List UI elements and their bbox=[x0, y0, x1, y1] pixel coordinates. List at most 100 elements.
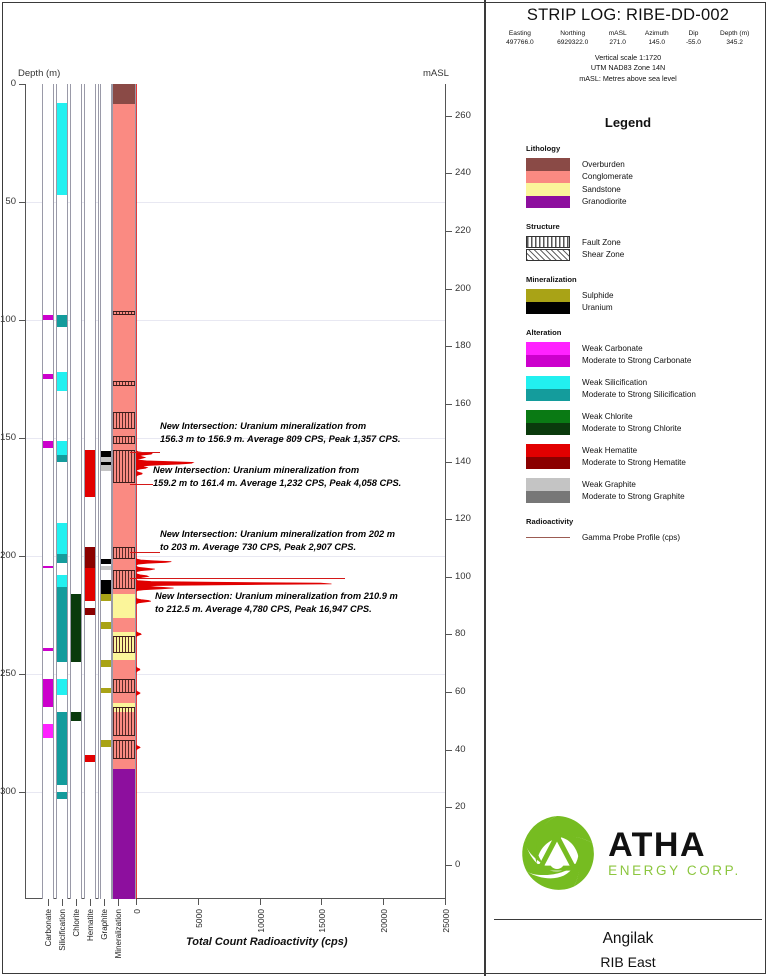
annotation-line: New Intersection: Uranium mineralization… bbox=[155, 591, 398, 601]
legend-item: Granodiorite bbox=[526, 195, 768, 208]
fault-zone-band bbox=[113, 310, 135, 316]
collar-col-value: 271.0 bbox=[609, 39, 626, 46]
alteration-band bbox=[57, 553, 67, 564]
legend-item-label: Moderate to Strong Graphite bbox=[582, 492, 685, 502]
legend-item: Weak Hematite bbox=[526, 444, 768, 457]
annotation-line: New Intersection: Uranium mineralization… bbox=[160, 421, 367, 431]
color-swatch-icon bbox=[526, 183, 570, 196]
page-title: STRIP LOG: RIBE-DD-002 bbox=[526, 6, 730, 24]
masl-tick bbox=[446, 634, 452, 636]
masl-tick-label: 200 bbox=[455, 282, 471, 294]
legend-item-label: Gamma Probe Profile (cps) bbox=[582, 532, 681, 542]
alteration-band bbox=[57, 315, 67, 328]
depth-tick bbox=[19, 792, 25, 794]
legend-item: Moderate to Strong Chlorite bbox=[526, 422, 768, 435]
masl-tick-label: 260 bbox=[455, 109, 471, 121]
legend-item: Uranium bbox=[526, 301, 768, 314]
project-footer: Angilak RIB East bbox=[494, 919, 762, 970]
alteration-band bbox=[57, 712, 67, 786]
legend-item-label: Weak Carbonate bbox=[582, 343, 643, 353]
collar-col-header: Azimuth bbox=[644, 30, 669, 37]
depth-tick-label: 100 bbox=[0, 314, 16, 326]
fault-zone-band bbox=[113, 636, 135, 653]
color-swatch-icon bbox=[526, 195, 570, 208]
masl-tick-label: 120 bbox=[455, 513, 471, 525]
legend-item: Moderate to Strong Hematite bbox=[526, 456, 768, 469]
masl-tick bbox=[446, 403, 452, 405]
collar-col-value: 145.0 bbox=[648, 39, 666, 46]
legend-pair: Weak Hematite Moderate to Strong Hematite bbox=[526, 444, 768, 469]
track-caption-tick bbox=[76, 899, 77, 906]
legend-group-heading: Alteration bbox=[526, 328, 562, 337]
alteration-band bbox=[85, 449, 95, 498]
company-logo: ATHA ENERGY CORP. bbox=[486, 800, 768, 905]
fault-zone-band bbox=[113, 707, 135, 736]
annotation-line: 159.2 m to 161.4 m. Average 1,232 CPS, P… bbox=[153, 478, 402, 489]
masl-tick-label: 140 bbox=[455, 455, 471, 467]
alteration-band bbox=[57, 372, 67, 391]
legend-item-label: Shear Zone bbox=[582, 250, 625, 260]
masl-tick bbox=[446, 461, 452, 463]
annotation-4: New Intersection: Uranium mineralization… bbox=[155, 590, 398, 616]
depth-axis-title: Depth (m) bbox=[18, 68, 61, 79]
legend-item-label: Weak Hematite bbox=[582, 445, 638, 455]
track-caption-hematite: Hematite bbox=[86, 909, 95, 942]
track-caption-tick bbox=[48, 899, 49, 906]
annotation-2: New Intersection: Uranium mineralization… bbox=[153, 464, 401, 490]
gridline bbox=[26, 792, 445, 794]
legend-item: Weak Silicification bbox=[526, 376, 768, 389]
masl-tick-label: 100 bbox=[455, 570, 471, 582]
legend-item-label: Granodiorite bbox=[582, 197, 627, 207]
color-swatch-icon bbox=[526, 342, 570, 355]
color-swatch-icon bbox=[526, 422, 570, 435]
collar-col-header: Dip bbox=[688, 30, 699, 37]
scale-notes: Vertical scale 1:1720 UTM NAD83 Zone 14N m… bbox=[494, 53, 762, 84]
alteration-band bbox=[57, 523, 67, 554]
scale-note: UTM NAD83 Zone 14N bbox=[590, 63, 666, 73]
legend-item-label: Moderate to Strong Silicification bbox=[582, 390, 696, 400]
radioactivity-tick-label: 25000 bbox=[441, 909, 451, 933]
legend-group-heading: Mineralization bbox=[526, 275, 577, 284]
alteration-band bbox=[85, 608, 95, 616]
annotation-1: New Intersection: Uranium mineralization… bbox=[160, 420, 400, 446]
strip-log-plot: Depth (m) mASL 0 50 100 150 200 250 300 260 240… bbox=[0, 68, 471, 958]
legend-item: Weak Carbonate bbox=[526, 342, 768, 355]
alteration-band bbox=[57, 586, 67, 663]
radioactivity-tick-label: 15000 bbox=[317, 909, 328, 933]
legend-pair: Weak Chlorite Moderate to Strong Chlorite bbox=[526, 410, 768, 435]
depth-tick-label: 200 bbox=[0, 550, 16, 562]
masl-tick bbox=[446, 576, 452, 578]
masl-tick bbox=[446, 288, 452, 290]
fault-zone-swatch-icon bbox=[526, 236, 570, 249]
legend-group-mineralization: Mineralization Sulphide Uranium bbox=[526, 275, 768, 314]
shear-zone-swatch-icon bbox=[526, 248, 570, 261]
legend-item-label: Moderate to Strong Hematite bbox=[582, 458, 686, 468]
color-swatch-icon bbox=[526, 490, 570, 503]
depth-tick-label: 150 bbox=[0, 432, 16, 444]
legend-item: Sulphide bbox=[526, 289, 768, 302]
track-chlorite bbox=[70, 84, 82, 899]
gamma-trace bbox=[136, 84, 332, 899]
collar-col-header: Depth (m) bbox=[719, 30, 750, 37]
alteration-band bbox=[43, 565, 53, 568]
annotation-3: New Intersection: Uranium mineralization… bbox=[160, 528, 395, 554]
masl-tick-label: 40 bbox=[455, 743, 466, 755]
legend-group-radioactivity: Radioactivity Gamma Probe Profile (cps) bbox=[526, 517, 768, 544]
track-lithology bbox=[112, 84, 136, 899]
color-swatch-icon bbox=[526, 354, 570, 367]
gamma-line-swatch-icon bbox=[526, 536, 570, 538]
logo-tagline: ENERGY CORP. bbox=[608, 862, 741, 878]
legend-item-label: Moderate to Strong Carbonate bbox=[582, 356, 692, 366]
gamma-probe-profile bbox=[136, 84, 332, 899]
gridline bbox=[26, 438, 445, 440]
mineralization-band bbox=[101, 451, 111, 458]
track-caption-silicification: Silicification bbox=[58, 909, 67, 951]
mineralization-band bbox=[101, 660, 111, 668]
mineralization-band bbox=[101, 579, 111, 594]
masl-tick bbox=[446, 865, 452, 867]
legend-group-heading: Lithology bbox=[526, 144, 561, 153]
gridline bbox=[26, 202, 445, 204]
mineralization-band bbox=[101, 558, 111, 565]
logo-wordmark: ATHA bbox=[608, 825, 707, 864]
masl-tick-label: 80 bbox=[455, 628, 466, 640]
